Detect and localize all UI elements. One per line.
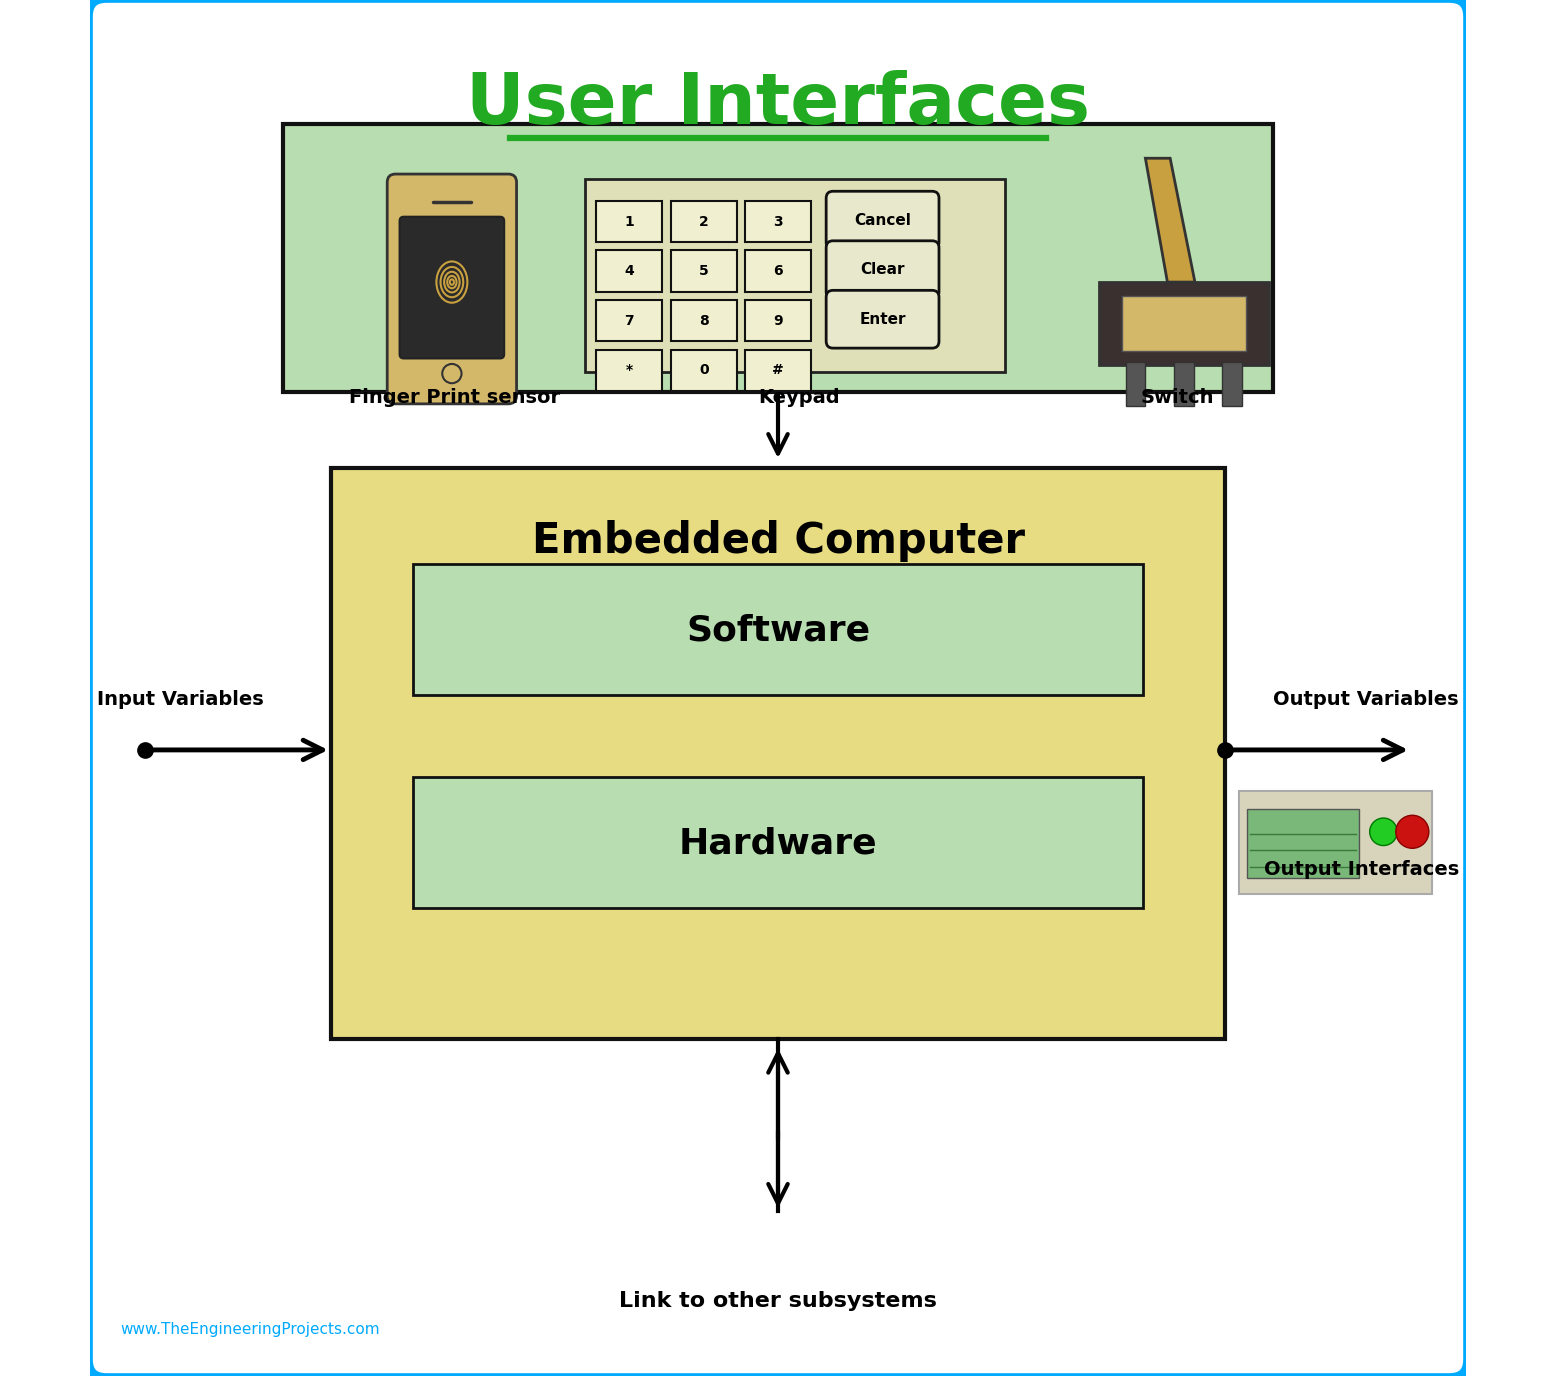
FancyBboxPatch shape xyxy=(387,173,517,405)
Text: 3: 3 xyxy=(773,215,783,228)
FancyBboxPatch shape xyxy=(1099,282,1270,365)
FancyBboxPatch shape xyxy=(671,300,736,341)
Text: Input Variables: Input Variables xyxy=(96,689,263,709)
Circle shape xyxy=(1369,817,1397,845)
FancyBboxPatch shape xyxy=(596,350,663,391)
Text: 6: 6 xyxy=(773,264,783,278)
FancyBboxPatch shape xyxy=(1122,296,1246,351)
FancyBboxPatch shape xyxy=(826,191,938,249)
Text: Hardware: Hardware xyxy=(678,827,878,860)
Text: 5: 5 xyxy=(699,264,708,278)
FancyBboxPatch shape xyxy=(671,350,736,391)
Text: Keypad: Keypad xyxy=(758,388,839,407)
FancyBboxPatch shape xyxy=(745,300,811,341)
FancyBboxPatch shape xyxy=(283,124,1273,392)
Text: User Interfaces: User Interfaces xyxy=(465,70,1091,139)
Text: Embedded Computer: Embedded Computer xyxy=(532,520,1024,561)
Text: Link to other subsystems: Link to other subsystems xyxy=(619,1291,937,1311)
Text: Cancel: Cancel xyxy=(854,213,910,227)
FancyBboxPatch shape xyxy=(745,201,811,242)
FancyBboxPatch shape xyxy=(671,250,736,292)
Text: 1: 1 xyxy=(624,215,635,228)
Text: 2: 2 xyxy=(699,215,708,228)
Text: 8: 8 xyxy=(699,314,708,327)
FancyBboxPatch shape xyxy=(414,777,1142,908)
Text: Software: Software xyxy=(686,614,870,647)
Text: Clear: Clear xyxy=(860,263,906,277)
Text: Finger Print sensor: Finger Print sensor xyxy=(349,388,560,407)
FancyBboxPatch shape xyxy=(1239,791,1432,894)
FancyBboxPatch shape xyxy=(745,250,811,292)
FancyBboxPatch shape xyxy=(596,300,663,341)
FancyBboxPatch shape xyxy=(1223,362,1242,406)
FancyBboxPatch shape xyxy=(86,0,1470,1376)
Text: Enter: Enter xyxy=(859,312,906,326)
FancyBboxPatch shape xyxy=(596,250,663,292)
Text: 4: 4 xyxy=(624,264,635,278)
Text: Output Variables: Output Variables xyxy=(1273,689,1460,709)
Text: 9: 9 xyxy=(773,314,783,327)
Text: Output Interfaces: Output Interfaces xyxy=(1263,860,1460,879)
Text: *: * xyxy=(626,363,633,377)
FancyBboxPatch shape xyxy=(826,290,938,348)
Circle shape xyxy=(1396,815,1428,848)
FancyBboxPatch shape xyxy=(596,201,663,242)
FancyBboxPatch shape xyxy=(400,217,504,358)
FancyBboxPatch shape xyxy=(1175,362,1193,406)
Circle shape xyxy=(442,363,462,383)
Text: 0: 0 xyxy=(699,363,708,377)
FancyBboxPatch shape xyxy=(585,179,1005,372)
Text: www.TheEngineeringProjects.com: www.TheEngineeringProjects.com xyxy=(120,1322,380,1337)
FancyBboxPatch shape xyxy=(414,564,1142,695)
Text: Switch: Switch xyxy=(1141,388,1214,407)
Polygon shape xyxy=(1145,158,1195,282)
FancyBboxPatch shape xyxy=(671,201,736,242)
Text: #: # xyxy=(772,363,784,377)
FancyBboxPatch shape xyxy=(826,241,938,299)
FancyBboxPatch shape xyxy=(1127,362,1145,406)
FancyBboxPatch shape xyxy=(745,350,811,391)
FancyBboxPatch shape xyxy=(331,468,1225,1039)
Text: 7: 7 xyxy=(624,314,635,327)
FancyBboxPatch shape xyxy=(1248,809,1358,878)
